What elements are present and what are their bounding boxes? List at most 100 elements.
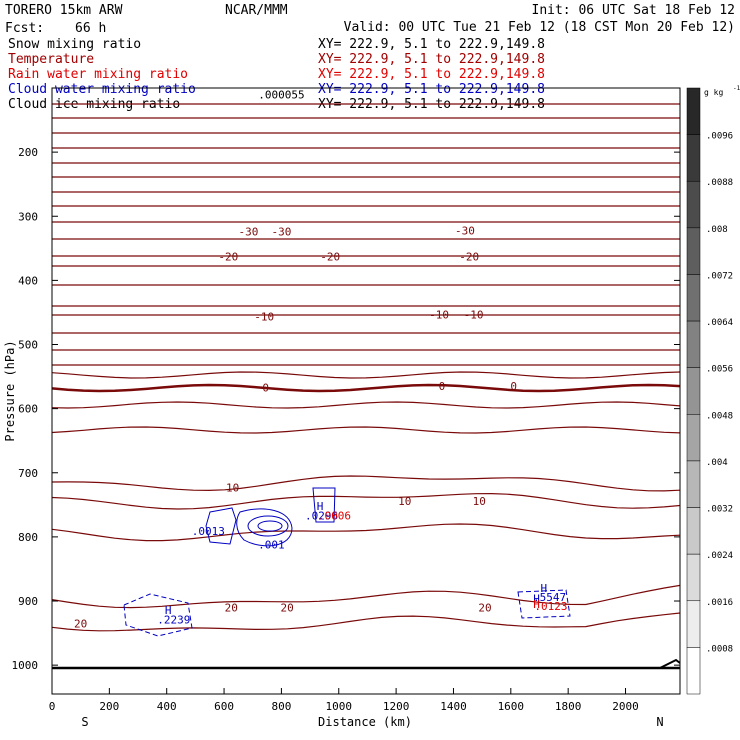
isotherm-23 — [51, 492, 681, 510]
rain-label-0: .0006 — [318, 510, 351, 523]
forecast-label: Fcst: — [5, 21, 44, 36]
colorbar-cell-1 — [686, 134, 701, 182]
colorbar-label-0: .0096 — [706, 132, 733, 142]
x-tick-label-9: 1800 — [555, 700, 582, 713]
isotherm-24 — [51, 523, 681, 542]
isotherm-22 — [51, 475, 681, 492]
colorbar-label-9: .0024 — [706, 551, 733, 561]
colorbar-label-5: .0056 — [706, 365, 733, 375]
forecast-hour: 66 h — [75, 21, 106, 36]
temperature-label-12: 10 — [226, 482, 239, 495]
colorbar-cell-11 — [686, 600, 701, 648]
temperature-label-17: 20 — [281, 601, 294, 614]
temperature-label-1: -30 — [271, 226, 291, 239]
colorbar-cell-0 — [686, 87, 701, 135]
isotherm-19 — [51, 383, 681, 393]
colorbar-unit-exponent: -1 — [733, 85, 740, 92]
field-name-1: Temperature — [8, 52, 94, 67]
x-tick-label-1: 200 — [99, 700, 119, 713]
x-tick-label-3: 600 — [214, 700, 234, 713]
cloud-water-contours — [123, 487, 571, 637]
field-xy-3: XY= 222.9, 5.1 to 222.9,149.8 — [318, 82, 545, 97]
x-tick-label-7: 1400 — [440, 700, 467, 713]
x-tick-label-10: 2000 — [612, 700, 639, 713]
y-tick-label-1: 300 — [18, 210, 38, 223]
y-axis-title: Pressure (hPa) — [3, 340, 17, 441]
isotherm-21 — [51, 426, 681, 434]
colorbar-cell-3 — [686, 227, 701, 275]
isotherm-20 — [51, 401, 681, 409]
x-tick-label-2: 400 — [157, 700, 177, 713]
colorbar-cell-2 — [686, 180, 701, 229]
cloud-blob-4 — [123, 593, 193, 637]
plot-frame — [51, 87, 681, 695]
y-tick-label-2: 400 — [18, 274, 38, 287]
temperature-label-18: 20 — [478, 601, 491, 614]
x-tick-label-6: 1200 — [383, 700, 410, 713]
x-tick-label-4: 800 — [271, 700, 291, 713]
terrain-bump — [659, 658, 681, 669]
colorbar-cell-5 — [686, 320, 701, 368]
cloud-water-label-7: H — [533, 592, 540, 605]
rain-label-2: H — [533, 598, 540, 611]
cloud-blob-2-inner — [247, 515, 289, 537]
colorbar-label-4: .0064 — [706, 318, 733, 328]
cloud-water-label-8: .5547 — [533, 591, 566, 604]
y-tick-label-4: 600 — [18, 403, 38, 416]
temperature-label-4: -20 — [320, 251, 340, 264]
temperature-label-14: 10 — [473, 495, 486, 508]
axes: 0 200 400 600 800 1000 1200 1400 1600 1800 2000200… — [12, 146, 680, 713]
cloud-blob-2-core — [257, 520, 283, 532]
colorbar-cell-10 — [686, 553, 701, 602]
x-axis-right-end: N — [656, 715, 663, 729]
temperature-label-15: 20 — [74, 617, 87, 630]
colorbar-unit: g kg -1 — [704, 85, 740, 97]
field-xy-1: XY= 222.9, 5.1 to 222.9,149.8 — [318, 52, 545, 67]
colorbar-cell-8 — [686, 460, 701, 508]
colorbar-label-10: .0016 — [706, 598, 733, 608]
temperature-label-3: -20 — [218, 251, 238, 264]
figure-header: TORERO 15km ARW Fcst: 66 h NCAR/MMM Init… — [5, 3, 735, 36]
x-tick-label-8: 1600 — [498, 700, 525, 713]
field-name-3: Cloud water mixing ratio — [8, 82, 196, 97]
temperature-label-2: -30 — [455, 224, 475, 237]
x-axis-title: Distance (km) — [318, 715, 412, 729]
cloud-water-label-6: H — [540, 582, 547, 595]
cloud-water-label-4: H — [317, 500, 324, 513]
field-xy-0: XY= 222.9, 5.1 to 222.9,149.8 — [318, 37, 545, 52]
cloud-water-label-1: .001 — [258, 539, 285, 552]
temperature-label-0: -30 — [238, 226, 258, 239]
colorbar-label-1: .0088 — [706, 178, 733, 188]
colorbar-label-6: .0048 — [706, 411, 733, 421]
colorbar-label-11: .0008 — [706, 644, 733, 654]
cloud-blob-3 — [312, 487, 336, 523]
field-xy-2: XY= 222.9, 5.1 to 222.9,149.8 — [318, 67, 545, 82]
temperature-label-11: 0 — [510, 380, 517, 393]
cloud-water-label-5: .0296 — [305, 510, 338, 523]
field-name-2: Rain water mixing ratio — [8, 67, 188, 82]
temperature-label-7: -10 — [429, 308, 449, 321]
temperature-label-9: 0 — [262, 381, 269, 394]
isotherm-18 — [51, 371, 681, 379]
isotherm-26 — [51, 612, 681, 632]
colorbar-unit-text: g kg — [704, 88, 723, 97]
colorbar-label-7: .004 — [706, 458, 728, 468]
y-tick-label-5: 700 — [18, 467, 38, 480]
y-tick-label-8: 1000 — [12, 659, 39, 672]
cloud-water-label-3: H — [165, 604, 172, 617]
x-tick-label-0: 0 — [49, 700, 56, 713]
source-label: NCAR/MMM — [225, 3, 288, 18]
valid-time: Valid: 00 UTC Tue 21 Feb 12 (18 CST Mon … — [344, 20, 735, 35]
cloud-water-label-0: .0013 — [192, 525, 225, 538]
colorbar-cell-7 — [686, 414, 701, 462]
y-tick-label-0: 200 — [18, 146, 38, 159]
field-name-0: Snow mixing ratio — [8, 37, 141, 52]
cloud-water-label-2: .2239 — [157, 614, 190, 627]
cloud-blob-2 — [236, 508, 293, 547]
colorbar-cell-9 — [686, 507, 701, 555]
temperature-label-16: 20 — [225, 601, 238, 614]
rain-label-1: .0123 — [534, 600, 567, 613]
colorbar: .0096 .0088 .008 .0072 .0064 .0056 .0048 .004 .0… — [686, 87, 733, 695]
